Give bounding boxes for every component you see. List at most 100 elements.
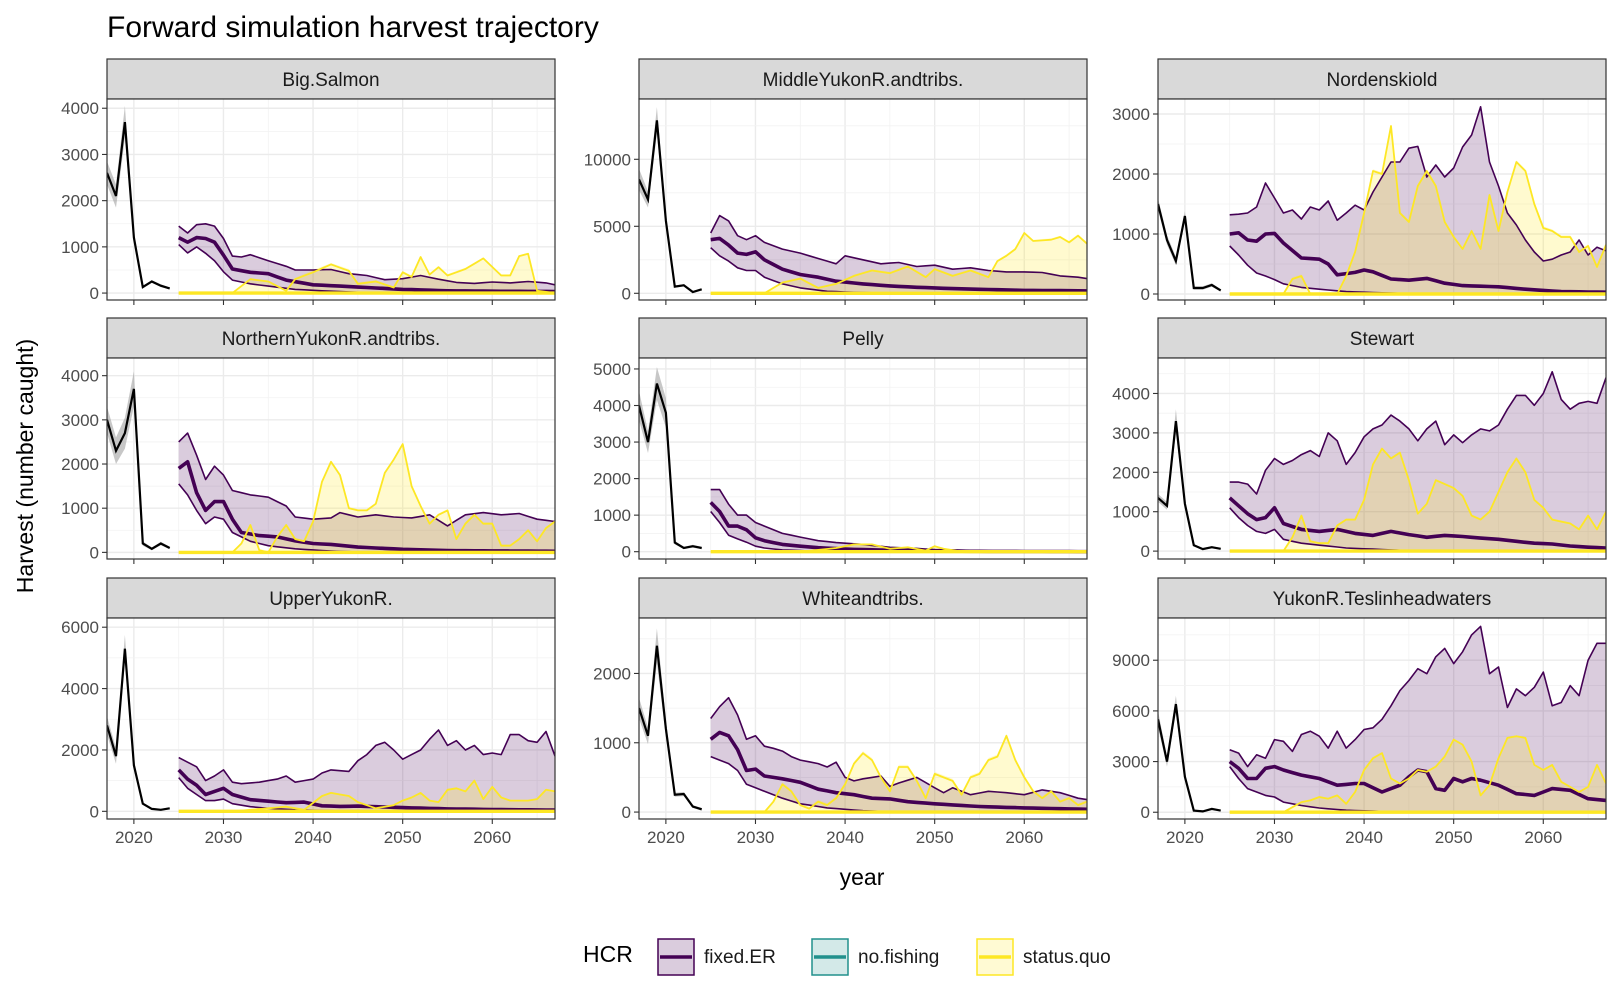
fixed-er-median-line <box>1228 496 1606 550</box>
x-tick-label: 2060 <box>1005 828 1043 847</box>
y-tick-label: 1000 <box>1112 503 1150 522</box>
plot-area <box>107 371 555 555</box>
y-tick-label: 0 <box>90 543 99 562</box>
fixed-er-median-line <box>1229 231 1606 294</box>
y-tick-label: 4000 <box>1112 384 1150 403</box>
x-axis-title: year <box>840 864 885 890</box>
y-tick-label: 2000 <box>61 741 99 760</box>
observed-harvest-line <box>1158 203 1222 292</box>
panel-label: Pelly <box>842 329 884 350</box>
status-quo-ribbon <box>1229 124 1606 294</box>
panel-5: Stewart 0 1000 2000 3000 4000 <box>1112 317 1607 564</box>
legend-label: fixed.ER <box>704 947 776 968</box>
y-tick-label: 0 <box>1141 803 1150 822</box>
status-quo-ribbon <box>178 779 555 812</box>
y-tick-label: 0 <box>90 284 99 303</box>
y-tick-label: 5000 <box>593 217 631 236</box>
x-tick-label: 2060 <box>473 828 511 847</box>
x-tick-label: 2020 <box>647 828 685 847</box>
panel-3: NorthernYukonR.andtribs. 0 1000 2000 3000 400… <box>61 317 556 564</box>
y-tick-label: 10000 <box>584 150 631 169</box>
fixed-er-upper-bound <box>1229 625 1606 768</box>
panel-label: Nordenskiold <box>1327 70 1438 91</box>
panel-strip <box>1157 317 1607 359</box>
fixed-er-upper-bound <box>178 729 555 785</box>
status-quo-line <box>178 443 555 554</box>
y-tick-label: 4000 <box>593 397 631 416</box>
panel-border <box>1157 617 1607 820</box>
y-axis-title: Harvest (number caught) <box>12 339 38 593</box>
observed-harvest-line <box>639 645 703 811</box>
x-tick-label: 2040 <box>826 828 864 847</box>
y-tick-label: 9000 <box>1112 651 1150 670</box>
status-quo-line <box>178 252 555 294</box>
y-tick-label: 4000 <box>61 99 99 118</box>
x-tick-label: 2050 <box>384 828 422 847</box>
plot-area <box>107 105 555 295</box>
fixed-er-upper-bound <box>1229 106 1606 262</box>
panel-background <box>107 358 555 559</box>
fixed-er-upper-bound <box>710 696 1087 801</box>
panel-label: NorthernYukonR.andtribs. <box>222 329 441 350</box>
panel-strip <box>106 58 556 100</box>
fixed-er-upper-bound <box>709 214 1087 280</box>
y-tick-label: 3000 <box>593 433 631 452</box>
fixed-er-median-line <box>710 236 1087 293</box>
panel-strip <box>638 58 1088 100</box>
panel-1: MiddleYukonR.andtribs. 0 5000 10000 <box>584 58 1088 305</box>
y-tick-label: 2000 <box>593 664 631 683</box>
x-tick-label: 2020 <box>1166 828 1204 847</box>
observed-ribbon <box>1158 198 1221 292</box>
plot-area <box>1158 371 1606 553</box>
status-quo-line <box>710 734 1087 813</box>
fixed-er-upper-bound <box>1229 371 1606 495</box>
fixed-er-ribbon <box>178 433 555 553</box>
y-tick-label: 3000 <box>61 411 99 430</box>
fixed-er-ribbon <box>1229 371 1606 552</box>
fixed-er-median-line <box>709 730 1087 812</box>
panel-strip <box>1157 58 1607 100</box>
panel-border <box>1157 98 1607 301</box>
x-tick-label: 2030 <box>205 828 243 847</box>
plot-area <box>639 628 1087 814</box>
fixed-er-upper-bound <box>178 223 555 286</box>
x-tick-label: 2020 <box>115 828 153 847</box>
legend-label: status.quo <box>1023 947 1111 968</box>
legend-entry-no-fishing: no.fishing <box>811 938 939 976</box>
status-quo-ribbon <box>710 733 1087 813</box>
y-tick-label: 1000 <box>593 734 631 753</box>
y-tick-label: 0 <box>1141 285 1150 304</box>
plot-area <box>1158 625 1606 814</box>
plot-area <box>639 107 1087 295</box>
fixed-er-ribbon <box>1229 626 1606 813</box>
panel-0: Big.Salmon 0 1000 2000 3000 4000 <box>61 58 556 305</box>
y-tick-label: 5000 <box>593 360 631 379</box>
panel-border <box>106 98 556 301</box>
y-tick-label: 6000 <box>1112 702 1150 721</box>
x-tick-label: 2040 <box>294 828 332 847</box>
panel-border <box>106 357 556 560</box>
y-tick-label: 4000 <box>61 367 99 386</box>
y-tick-label: 1000 <box>61 499 99 518</box>
panel-border <box>638 617 1088 820</box>
y-tick-label: 3000 <box>1112 753 1150 772</box>
panel-label: Big.Salmon <box>282 70 379 91</box>
legend-title: HCR <box>583 941 633 967</box>
y-tick-label: 1000 <box>1112 225 1150 244</box>
panel-label: UpperYukonR. <box>269 589 393 610</box>
x-tick-label: 2060 <box>1524 828 1562 847</box>
plot-area <box>1158 106 1606 296</box>
observed-ribbon <box>639 367 702 550</box>
status-quo-ribbon <box>1229 447 1606 552</box>
plot-area <box>639 367 1087 554</box>
panel-strip <box>638 577 1088 619</box>
y-tick-label: 0 <box>622 803 631 822</box>
gridlines <box>639 618 1087 819</box>
status-quo-line <box>710 232 1087 295</box>
y-tick-label: 0 <box>622 543 631 562</box>
y-tick-label: 3000 <box>1112 424 1150 443</box>
panel-background <box>1158 358 1606 559</box>
panel-4: Pelly 0 1000 2000 3000 4000 5000 <box>593 317 1088 564</box>
panel-border <box>638 357 1088 560</box>
